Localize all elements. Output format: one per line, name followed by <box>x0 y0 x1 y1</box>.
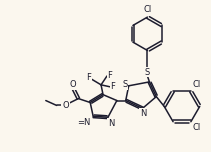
Text: F: F <box>86 73 91 83</box>
Text: N: N <box>108 119 114 128</box>
Text: O: O <box>62 101 69 110</box>
Text: Cl: Cl <box>143 5 151 14</box>
Text: O: O <box>69 80 76 89</box>
Text: F: F <box>111 82 115 91</box>
Text: =N: =N <box>78 118 91 127</box>
Text: Cl: Cl <box>193 123 201 132</box>
Text: Cl: Cl <box>193 80 201 89</box>
Text: S: S <box>145 68 150 77</box>
Text: N: N <box>140 109 147 118</box>
Text: S: S <box>122 80 127 89</box>
Text: F: F <box>107 71 112 79</box>
